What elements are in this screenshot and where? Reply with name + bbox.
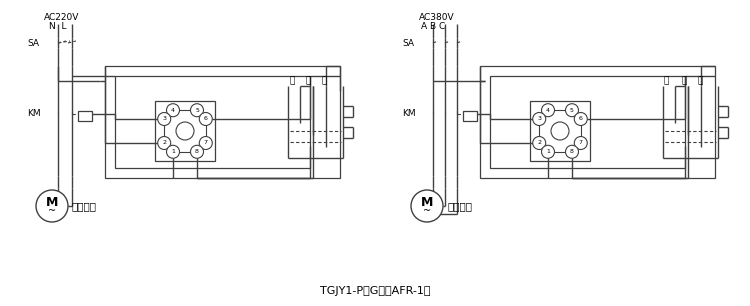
- Circle shape: [200, 113, 212, 125]
- Bar: [105, 66, 340, 178]
- Text: 单相水泵: 单相水泵: [72, 201, 97, 211]
- Circle shape: [574, 113, 587, 125]
- Text: 3: 3: [162, 117, 166, 121]
- Text: TGJY1-P（G）（AFR-1）: TGJY1-P（G）（AFR-1）: [320, 286, 430, 296]
- Circle shape: [158, 136, 171, 150]
- Text: 1: 1: [171, 149, 175, 154]
- Bar: [155, 101, 215, 161]
- Text: 高: 高: [322, 76, 327, 85]
- Text: 6: 6: [204, 117, 208, 121]
- Text: 7: 7: [204, 140, 208, 145]
- Text: 中: 中: [681, 76, 686, 85]
- Circle shape: [551, 122, 569, 140]
- Text: 中: 中: [306, 76, 311, 85]
- Circle shape: [158, 113, 171, 125]
- Circle shape: [566, 145, 578, 158]
- Text: 2: 2: [537, 140, 542, 145]
- Bar: [530, 101, 590, 161]
- Text: 2: 2: [162, 140, 166, 145]
- Text: SA: SA: [27, 39, 39, 47]
- Text: 低: 低: [664, 76, 669, 85]
- Text: 7: 7: [579, 140, 583, 145]
- Text: ~: ~: [423, 206, 431, 216]
- Text: KM: KM: [27, 110, 40, 118]
- Circle shape: [166, 104, 179, 117]
- Text: 8: 8: [195, 149, 199, 154]
- Text: AC220V: AC220V: [44, 13, 80, 22]
- Text: 3: 3: [537, 117, 542, 121]
- Bar: [78, 111, 92, 121]
- Text: 4: 4: [171, 108, 175, 113]
- Bar: [490, 76, 685, 168]
- Circle shape: [411, 190, 443, 222]
- Circle shape: [166, 145, 179, 158]
- Text: 低: 低: [289, 76, 294, 85]
- Circle shape: [542, 145, 554, 158]
- Circle shape: [190, 145, 203, 158]
- Text: 1: 1: [546, 149, 550, 154]
- Text: M: M: [46, 196, 58, 209]
- Text: A B C: A B C: [421, 22, 446, 31]
- Text: ~: ~: [48, 206, 56, 216]
- Text: 高: 高: [697, 76, 702, 85]
- Circle shape: [176, 122, 194, 140]
- Text: 三相水泵: 三相水泵: [447, 201, 472, 211]
- Bar: [463, 111, 477, 121]
- Text: 5: 5: [195, 108, 199, 113]
- Circle shape: [190, 104, 203, 117]
- Circle shape: [574, 136, 587, 150]
- Circle shape: [200, 136, 212, 150]
- Text: KM: KM: [402, 110, 416, 118]
- Circle shape: [532, 113, 546, 125]
- Text: 6: 6: [579, 117, 583, 121]
- Text: N  L: N L: [49, 22, 67, 31]
- Bar: [115, 76, 310, 168]
- Text: SA: SA: [402, 39, 414, 47]
- Circle shape: [542, 104, 554, 117]
- Circle shape: [532, 136, 546, 150]
- Text: 8: 8: [570, 149, 574, 154]
- Text: 4: 4: [546, 108, 550, 113]
- Circle shape: [566, 104, 578, 117]
- Text: AC380V: AC380V: [419, 13, 454, 22]
- Bar: [480, 66, 715, 178]
- Text: 5: 5: [570, 108, 574, 113]
- Text: M: M: [421, 196, 434, 209]
- Circle shape: [36, 190, 68, 222]
